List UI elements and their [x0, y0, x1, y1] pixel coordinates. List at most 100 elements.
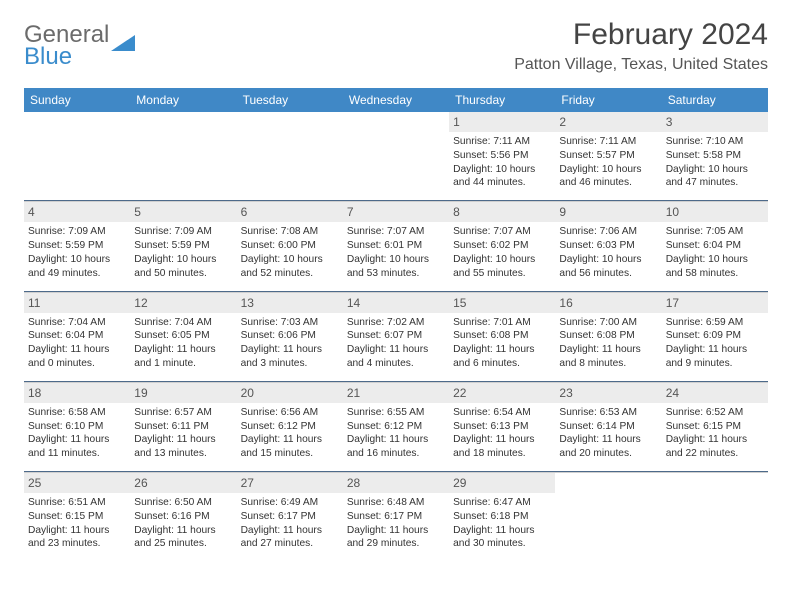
day-cell: 20Sunrise: 6:56 AMSunset: 6:12 PMDayligh…: [237, 382, 343, 471]
daylight-text: Daylight: 10 hours and 52 minutes.: [241, 253, 339, 281]
weekday-header: Friday: [555, 88, 661, 112]
day-number: 20: [237, 383, 343, 403]
sunset-text: Sunset: 5:58 PM: [666, 149, 764, 163]
sunrise-text: Sunrise: 6:54 AM: [453, 406, 551, 420]
day-number: 23: [555, 383, 661, 403]
day-cell: 28Sunrise: 6:48 AMSunset: 6:17 PMDayligh…: [343, 473, 449, 562]
sunrise-text: Sunrise: 7:07 AM: [347, 225, 445, 239]
sunset-text: Sunset: 6:08 PM: [453, 329, 551, 343]
day-cell: 26Sunrise: 6:50 AMSunset: 6:16 PMDayligh…: [130, 473, 236, 562]
day-number: 17: [662, 293, 768, 313]
sunset-text: Sunset: 6:10 PM: [28, 420, 126, 434]
sunrise-text: Sunrise: 7:06 AM: [559, 225, 657, 239]
sunset-text: Sunset: 6:15 PM: [28, 510, 126, 524]
sunset-text: Sunset: 6:18 PM: [453, 510, 551, 524]
day-cell: 17 Sunrise: 6:59 AMSunset: 6:09 PMDayligh…: [662, 292, 768, 381]
sunrise-text: Sunrise: 6:58 AM: [28, 406, 126, 420]
day-cell: 13Sunrise: 7:03 AMSunset: 6:06 PMDayligh…: [237, 292, 343, 381]
week-row: 18 Sunrise: 6:58 AMSunset: 6:10 PM Dayligh…: [24, 382, 768, 471]
daylight-text: Daylight: 11 hours and 20 minutes.: [559, 433, 657, 461]
daylight-text: Daylight: 11 hours and 0 minutes.: [28, 343, 126, 371]
sunset-text: Sunset: 6:09 PM: [666, 329, 764, 343]
location: Patton Village, Texas, United States: [514, 56, 768, 74]
day-number: 12: [130, 293, 236, 313]
week-row: 11Sunrise: 7:04 AMSunset: 6:04 PMDayligh…: [24, 292, 768, 381]
day-number: 9: [555, 202, 661, 222]
sunrise-text: Sunrise: 6:55 AM: [347, 406, 445, 420]
sunrise-text: Sunrise: 6:59 AM: [666, 316, 764, 330]
day-cell: 1Sunrise: 7:11 AMSunset: 5:56 PMDaylight…: [449, 112, 555, 201]
daylight-text: Daylight: 10 hours and 49 minutes.: [28, 253, 126, 281]
daylight-text: Daylight: 10 hours and 55 minutes.: [453, 253, 551, 281]
sunrise-text: Sunrise: 7:08 AM: [241, 225, 339, 239]
day-number: 16: [555, 293, 661, 313]
sunrise-text: Sunrise: 7:03 AM: [241, 316, 339, 330]
daylight-text: Daylight: 10 hours and 47 minutes.: [666, 163, 764, 191]
sunrise-text: Sunrise: 6:57 AM: [134, 406, 232, 420]
day-cell: [237, 112, 343, 201]
day-number: 25: [24, 473, 130, 493]
week-row: 1Sunrise: 7:11 AMSunset: 5:56 PMDaylight…: [24, 112, 768, 201]
daylight-text: Daylight: 10 hours and 44 minutes.: [453, 163, 551, 191]
sunset-text: Sunset: 6:02 PM: [453, 239, 551, 253]
sunset-text: Sunset: 6:04 PM: [28, 329, 126, 343]
daylight-text: Daylight: 11 hours and 4 minutes.: [347, 343, 445, 371]
week-row: 4Sunrise: 7:09 AMSunset: 5:59 PMDaylight…: [24, 202, 768, 291]
logo-line2: Blue: [24, 46, 109, 68]
day-cell: 24Sunrise: 6:52 AMSunset: 6:15 PMDayligh…: [662, 382, 768, 471]
daylight-text: Daylight: 11 hours and 3 minutes.: [241, 343, 339, 371]
day-number: 18: [24, 383, 130, 403]
logo-triangle-icon: [111, 33, 137, 58]
sunset-text: Sunset: 6:12 PM: [347, 420, 445, 434]
sunrise-text: Sunrise: 6:51 AM: [28, 496, 126, 510]
day-cell: [555, 473, 661, 562]
day-cell: 8 Sunrise: 7:07 AMSunset: 6:02 PMDaylight…: [449, 202, 555, 291]
day-number: 29: [449, 473, 555, 493]
sunrise-text: Sunrise: 7:07 AM: [453, 225, 551, 239]
sunset-text: Sunset: 6:16 PM: [134, 510, 232, 524]
daylight-text: Daylight: 11 hours and 29 minutes.: [347, 524, 445, 552]
weekday-header: Tuesday: [237, 88, 343, 112]
day-cell: 27Sunrise: 6:49 AMSunset: 6:17 PMDayligh…: [237, 473, 343, 562]
daylight-text: Daylight: 11 hours and 9 minutes.: [666, 343, 764, 371]
day-cell: 14Sunrise: 7:02 AMSunset: 6:07 PMDayligh…: [343, 292, 449, 381]
daylight-text: Daylight: 11 hours and 1 minute.: [134, 343, 232, 371]
day-cell: 6Sunrise: 7:08 AMSunset: 6:00 PMDaylight…: [237, 202, 343, 291]
sunrise-text: Sunrise: 7:02 AM: [347, 316, 445, 330]
sunset-text: Sunset: 6:07 PM: [347, 329, 445, 343]
logo-text-block: General Blue: [24, 24, 109, 67]
daylight-text: Daylight: 10 hours and 58 minutes.: [666, 253, 764, 281]
day-cell: 10Sunrise: 7:05 AMSunset: 6:04 PMDayligh…: [662, 202, 768, 291]
sunrise-text: Sunrise: 6:49 AM: [241, 496, 339, 510]
day-number: 1: [449, 112, 555, 132]
weekday-header: Sunday: [24, 88, 130, 112]
daylight-text: Daylight: 11 hours and 27 minutes.: [241, 524, 339, 552]
day-number: 15: [449, 293, 555, 313]
weekday-header: Thursday: [449, 88, 555, 112]
sunset-text: Sunset: 5:59 PM: [28, 239, 126, 253]
day-cell: [130, 112, 236, 201]
daylight-text: Daylight: 11 hours and 6 minutes.: [453, 343, 551, 371]
day-number: 8: [449, 202, 555, 222]
daylight-text: Daylight: 10 hours and 46 minutes.: [559, 163, 657, 191]
daylight-text: Daylight: 10 hours and 53 minutes.: [347, 253, 445, 281]
sunrise-text: Sunrise: 6:48 AM: [347, 496, 445, 510]
sunset-text: Sunset: 6:05 PM: [134, 329, 232, 343]
day-cell: [343, 112, 449, 201]
day-cell: 15Sunrise: 7:01 AMSunset: 6:08 PMDayligh…: [449, 292, 555, 381]
day-number: 6: [237, 202, 343, 222]
day-cell: 25 Sunrise: 6:51 AMSunset: 6:15 PMDayligh…: [24, 473, 130, 562]
day-cell: 16Sunrise: 7:00 AMSunset: 6:08 PMDayligh…: [555, 292, 661, 381]
sunrise-text: Sunrise: 6:53 AM: [559, 406, 657, 420]
daylight-text: Daylight: 11 hours and 22 minutes.: [666, 433, 764, 461]
sunrise-text: Sunrise: 6:52 AM: [666, 406, 764, 420]
day-number: 24: [662, 383, 768, 403]
day-cell: 7Sunrise: 7:07 AMSunset: 6:01 PMDaylight…: [343, 202, 449, 291]
weekday-header: Wednesday: [343, 88, 449, 112]
day-cell: 29Sunrise: 6:47 AMSunset: 6:18 PMDayligh…: [449, 473, 555, 562]
daylight-text: Daylight: 11 hours and 23 minutes.: [28, 524, 126, 552]
daylight-text: Daylight: 11 hours and 18 minutes.: [453, 433, 551, 461]
sunset-text: Sunset: 5:56 PM: [453, 149, 551, 163]
daylight-text: Daylight: 11 hours and 16 minutes.: [347, 433, 445, 461]
day-number: 5: [130, 202, 236, 222]
